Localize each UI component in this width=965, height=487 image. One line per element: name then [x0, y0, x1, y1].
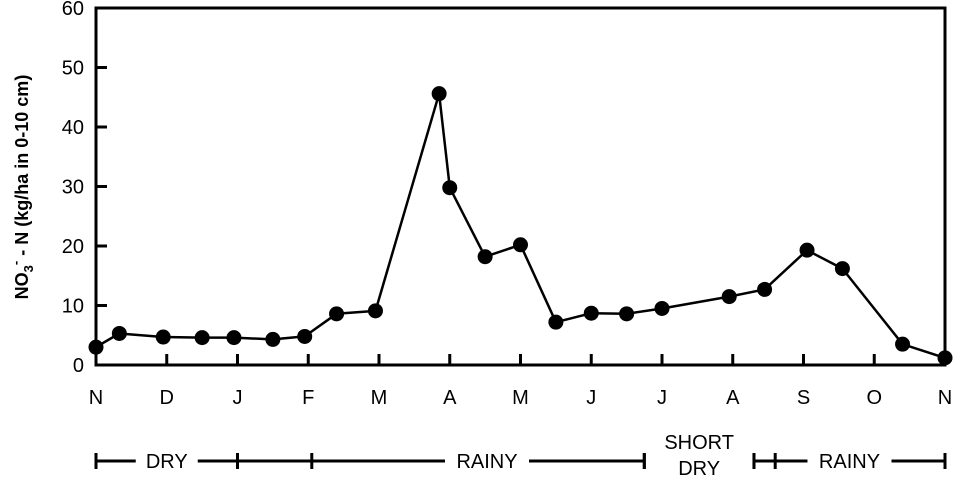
data-point: [431, 86, 447, 102]
y-tick-label: 10: [62, 296, 84, 318]
x-tick-label: S: [797, 387, 810, 409]
data-point: [111, 325, 127, 341]
x-tick-label: J: [657, 387, 667, 409]
series-group: [88, 86, 953, 366]
x-tick-label: A: [443, 387, 457, 409]
y-axis-label-subscript: 3: [21, 265, 36, 272]
series-line: [95, 92, 946, 360]
y-tick-label: 60: [62, 0, 84, 20]
y-tick-label: 20: [62, 236, 84, 258]
data-point: [88, 339, 104, 355]
data-point: [442, 180, 458, 196]
y-axis-label-unit: (kg/ha in 0-10 cm): [12, 75, 32, 227]
y-axis-label-prefix: NO: [12, 272, 32, 299]
y-axis-label-superscript: -: [8, 261, 23, 265]
plot-frame: [94, 6, 947, 367]
y-axis-label-mid: - N: [12, 227, 32, 261]
data-point: [226, 330, 242, 346]
x-tick-label: N: [89, 387, 103, 409]
x-tick-label: F: [302, 387, 314, 409]
data-point: [654, 300, 670, 316]
y-tick-label: 30: [62, 177, 84, 199]
data-point: [619, 306, 635, 322]
data-point: [895, 336, 911, 352]
data-point: [583, 305, 599, 321]
x-tick-label: M: [512, 387, 529, 409]
data-point: [329, 306, 345, 322]
data-point: [297, 328, 313, 344]
y-tick-label: 40: [62, 117, 84, 139]
x-tick-label: M: [371, 387, 388, 409]
y-tick-label: 0: [73, 355, 84, 377]
season-label: RAINY: [456, 451, 517, 473]
data-point: [834, 261, 850, 277]
data-point: [477, 249, 493, 265]
y-axis-ticks: 0 10 20 30 40 50 60: [62, 0, 107, 377]
data-point: [194, 330, 210, 346]
season-bar: DRY RAINY SHORT DRY RAINY: [94, 432, 947, 480]
x-tick-label: O: [866, 387, 882, 409]
data-point: [367, 303, 383, 319]
y-axis-label: NO3- - N (kg/ha in 0-10 cm): [8, 75, 36, 300]
data-point: [937, 350, 953, 366]
x-tick-label: D: [160, 387, 174, 409]
x-tick-label: A: [726, 387, 740, 409]
data-point: [513, 237, 528, 253]
y-tick-label: 50: [62, 58, 84, 80]
data-point: [155, 329, 171, 345]
data-point: [721, 289, 737, 305]
data-point: [799, 242, 815, 258]
x-tick-label: J: [233, 387, 243, 409]
season-label: SHORT: [664, 432, 734, 454]
x-tick-label: N: [938, 387, 952, 409]
season-label: RAINY: [819, 451, 880, 473]
season-label: DRY: [146, 451, 188, 473]
data-point: [548, 314, 564, 330]
season-label: DRY: [678, 458, 720, 480]
data-point: [757, 281, 773, 297]
x-tick-label: J: [586, 387, 596, 409]
data-point: [265, 331, 281, 347]
